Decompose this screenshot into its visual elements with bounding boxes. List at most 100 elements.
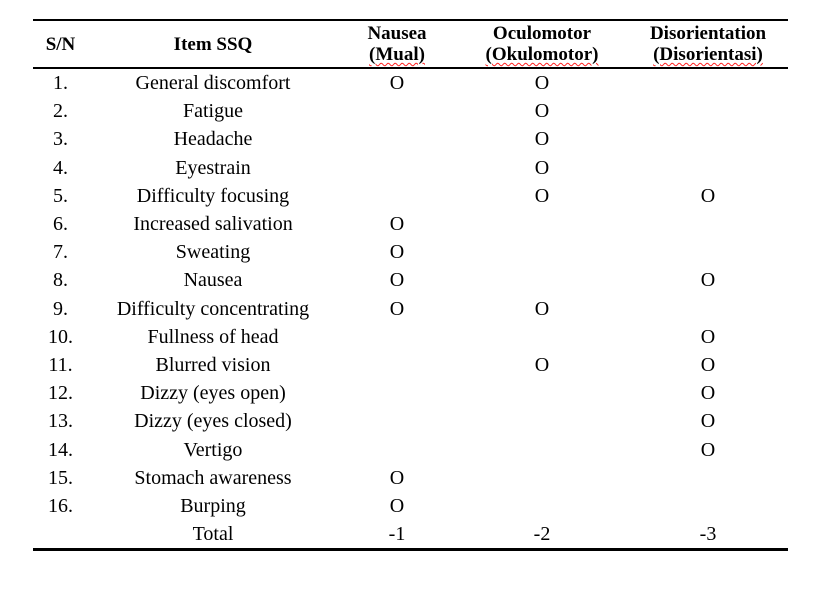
header-item-ssq-label: Item SSQ: [173, 33, 253, 55]
header-item-ssq: Item SSQ: [88, 20, 338, 69]
disorientation-cell: [628, 492, 788, 520]
header-sn: S/N: [33, 20, 88, 69]
disorientation-cell: O: [700, 354, 716, 377]
item-cell: Difficulty concentrating: [116, 297, 310, 320]
table-row: 9. Difficulty concentrating O O: [33, 295, 788, 323]
nausea-cell: [338, 154, 456, 182]
sn-cell: 13.: [48, 410, 73, 433]
table-row: 11. Blurred vision O O: [33, 351, 788, 379]
sn-cell: 7.: [53, 241, 68, 264]
nausea-cell: [338, 436, 456, 464]
header-oculomotor: Oculomotor (Okulomotor): [456, 20, 628, 69]
disorientation-cell: [628, 464, 788, 492]
table-row: 7. Sweating O: [33, 238, 788, 266]
oculomotor-cell: -2: [533, 523, 551, 546]
disorientation-cell: [628, 238, 788, 266]
oculomotor-cell: O: [534, 128, 550, 151]
table-row: 16. Burping O: [33, 492, 788, 520]
disorientation-cell: [628, 210, 788, 238]
sn-cell: 5.: [53, 184, 68, 207]
disorientation-cell: O: [700, 438, 716, 461]
oculomotor-cell: [456, 210, 628, 238]
table-row: 2. Fatigue O: [33, 97, 788, 125]
nausea-cell: [338, 182, 456, 210]
item-cell: Stomach awareness: [134, 466, 292, 489]
sn-cell: 9.: [53, 297, 68, 320]
nausea-cell: O: [389, 241, 405, 264]
item-cell: Burping: [180, 495, 246, 518]
table-row: 15. Stomach awareness O: [33, 464, 788, 492]
disorientation-cell: [628, 97, 788, 125]
header-nausea: Nausea (Mual): [338, 20, 456, 69]
table-row: 1. General discomfort O O: [33, 68, 788, 97]
nausea-cell: O: [389, 466, 405, 489]
oculomotor-cell: [456, 266, 628, 294]
table-row: 5. Difficulty focusing O O: [33, 182, 788, 210]
item-cell: Headache: [173, 128, 253, 151]
table-header: S/N Item SSQ Nausea (Mual) Oculomotor (O…: [33, 20, 788, 69]
nausea-cell: [338, 351, 456, 379]
sn-cell: 14.: [48, 438, 73, 461]
item-cell: Blurred vision: [155, 354, 271, 377]
nausea-cell: O: [389, 269, 405, 292]
item-cell: Fullness of head: [147, 325, 279, 348]
sn-cell: 1.: [53, 72, 68, 94]
header-oculomotor-translation: (Okulomotor): [485, 44, 599, 65]
oculomotor-cell: [456, 492, 628, 520]
sn-cell: [33, 520, 88, 550]
disorientation-cell: O: [700, 269, 716, 292]
oculomotor-cell: O: [534, 156, 550, 179]
oculomotor-cell: [456, 436, 628, 464]
item-cell: Dizzy (eyes open): [140, 382, 286, 405]
nausea-cell: [338, 97, 456, 125]
oculomotor-cell: [456, 464, 628, 492]
header-row: S/N Item SSQ Nausea (Mual) Oculomotor (O…: [33, 20, 788, 69]
oculomotor-cell: O: [534, 100, 550, 123]
table-row: 4. Eyestrain O: [33, 154, 788, 182]
disorientation-cell: [628, 125, 788, 153]
disorientation-cell: [628, 154, 788, 182]
nausea-cell: -1: [388, 523, 406, 546]
item-cell: Vertigo: [183, 438, 243, 461]
table-body: 1. General discomfort O O 2. Fatigue O 3. Headac…: [33, 68, 788, 550]
item-cell: Increased salivation: [133, 213, 293, 236]
sn-cell: 4.: [53, 156, 68, 179]
sn-cell: 6.: [53, 213, 68, 236]
table-row: 12. Dizzy (eyes open) O: [33, 379, 788, 407]
disorientation-cell: O: [700, 325, 716, 348]
item-cell: Eyestrain: [175, 156, 251, 179]
oculomotor-cell: O: [534, 184, 550, 207]
item-cell: Nausea: [183, 269, 243, 292]
disorientation-cell: O: [700, 410, 716, 433]
header-disorientation-translation: (Disorientasi): [653, 44, 763, 65]
sn-cell: 12.: [48, 382, 73, 405]
oculomotor-cell: [456, 323, 628, 351]
nausea-cell: O: [389, 72, 405, 94]
nausea-cell: O: [389, 495, 405, 518]
ssq-weighting-table: S/N Item SSQ Nausea (Mual) Oculomotor (O…: [33, 19, 788, 552]
oculomotor-cell: [456, 238, 628, 266]
header-nausea-translation: (Mual): [369, 44, 425, 65]
item-cell: General discomfort: [135, 72, 291, 94]
oculomotor-cell: [456, 379, 628, 407]
sn-cell: 3.: [53, 128, 68, 151]
nausea-cell: O: [389, 213, 405, 236]
item-cell: Fatigue: [183, 100, 243, 123]
disorientation-cell: [628, 68, 788, 97]
sn-cell: 11.: [48, 354, 73, 377]
nausea-cell: [338, 379, 456, 407]
sn-cell: 8.: [53, 269, 68, 292]
nausea-cell: O: [389, 297, 405, 320]
table-row: 14. Vertigo O: [33, 436, 788, 464]
sn-cell: 10.: [48, 325, 73, 348]
oculomotor-cell: O: [534, 354, 550, 377]
total-row: Total -1 -2 -3: [33, 520, 788, 550]
item-cell: Difficulty focusing: [136, 184, 290, 207]
table-row: 3. Headache O: [33, 125, 788, 153]
header-disorientation: Disorientation (Disorientasi): [628, 20, 788, 69]
oculomotor-cell: O: [534, 72, 550, 94]
disorientation-cell: O: [700, 184, 716, 207]
header-oculomotor-label: Oculomotor: [492, 23, 592, 44]
sn-cell: 16.: [48, 495, 73, 518]
sn-cell: 2.: [53, 100, 68, 123]
